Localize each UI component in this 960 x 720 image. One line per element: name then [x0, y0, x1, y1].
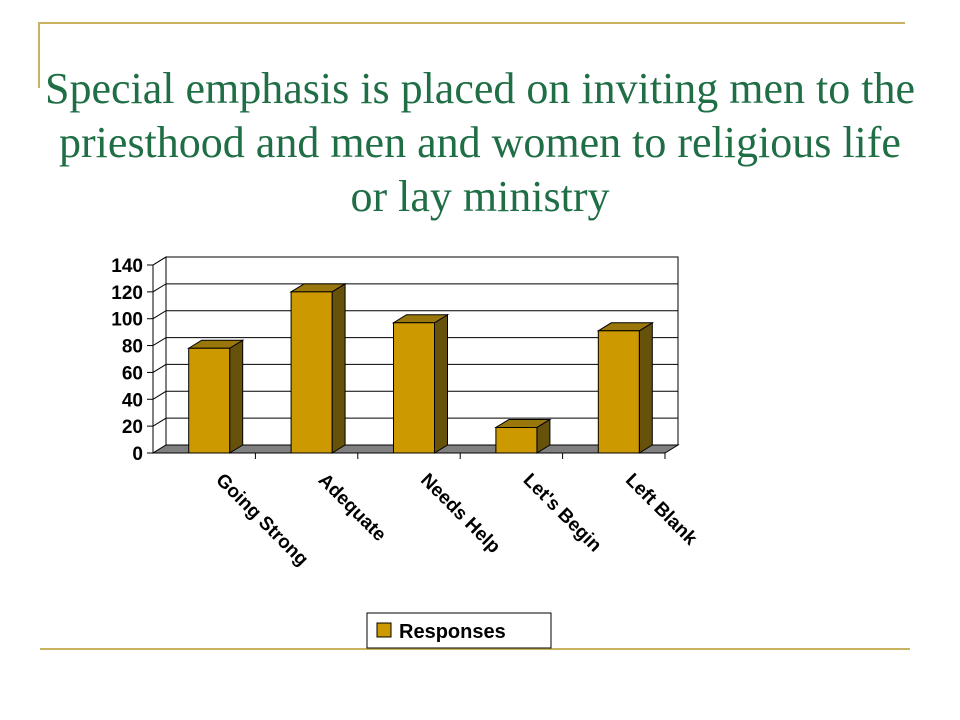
- x-category-label: Needs Help: [416, 470, 504, 558]
- y-tick-label: 100: [111, 310, 143, 331]
- y-tick-label: 60: [122, 363, 143, 384]
- frame-left-rule: [38, 22, 40, 88]
- bar-side: [638, 321, 653, 454]
- bar: [597, 330, 640, 454]
- legend-swatch: [376, 622, 392, 638]
- x-category-label: Let's Begin: [519, 470, 606, 557]
- y-tick-label: 140: [111, 256, 143, 277]
- gridline: [152, 337, 678, 346]
- gridline: [152, 256, 678, 266]
- bar-side: [331, 282, 346, 454]
- frame-bottom-rule: [40, 648, 910, 650]
- plot-side-wall: [152, 256, 167, 454]
- x-category-label: Adequate: [314, 470, 390, 546]
- bar-side: [434, 313, 448, 454]
- bar-side: [229, 339, 244, 454]
- frame-top-rule: [40, 22, 905, 24]
- x-category-label: Going Strong: [211, 470, 312, 571]
- bar: [290, 291, 333, 454]
- gridline: [152, 363, 678, 373]
- y-tick-label: 80: [122, 337, 143, 358]
- bar: [188, 347, 231, 454]
- legend-box: [366, 612, 552, 649]
- x-category-label: Left Blank: [621, 470, 701, 550]
- bar: [495, 426, 538, 454]
- y-tick-label: 20: [122, 417, 143, 438]
- bar: [393, 322, 435, 454]
- y-tick-label: 120: [111, 283, 143, 304]
- y-tick-label: 40: [122, 390, 143, 411]
- y-tick-label: 0: [132, 444, 143, 465]
- legend-label: Responses: [399, 621, 506, 643]
- gridline: [152, 417, 678, 427]
- gridline: [152, 390, 678, 400]
- gridline: [152, 283, 678, 293]
- gridline: [152, 310, 678, 320]
- slide-title: Special emphasis is placed on inviting m…: [44, 64, 916, 221]
